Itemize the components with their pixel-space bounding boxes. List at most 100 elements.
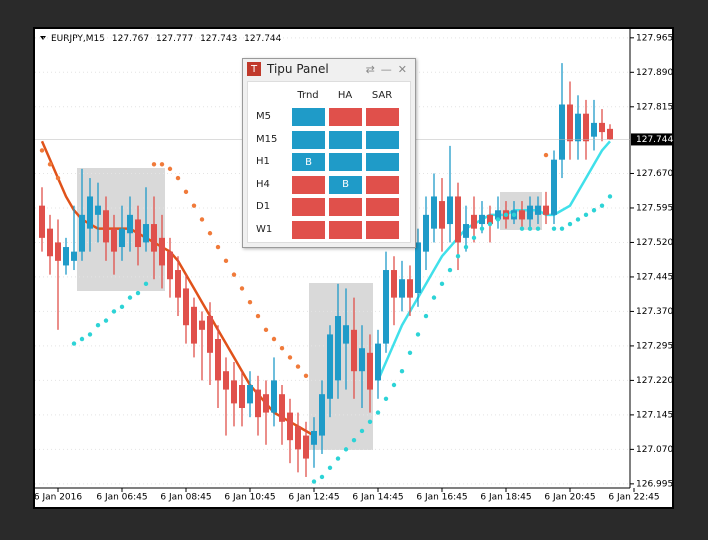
signal-cell <box>292 175 325 194</box>
candle-body <box>255 389 261 418</box>
candle-body <box>47 228 53 257</box>
row-label: W1 <box>256 224 273 235</box>
candle-body <box>479 214 485 225</box>
column-header: HA <box>337 90 353 101</box>
candle-body <box>391 270 397 298</box>
x-tick-label: 6 Jan 14:45 <box>352 493 403 503</box>
sar-dot <box>151 162 157 167</box>
signal-cell <box>366 108 399 126</box>
sar-dot <box>543 152 549 158</box>
candle-body <box>527 205 533 220</box>
sar-dot <box>383 396 389 401</box>
candle-body <box>551 159 557 215</box>
sar-dot <box>319 474 325 480</box>
sar-dot <box>415 332 421 337</box>
last-high: 127.777 <box>156 34 193 44</box>
sar-dot <box>207 231 213 236</box>
sar-dot <box>271 336 277 342</box>
y-tick-label: 127.670 <box>636 169 673 179</box>
sar-dot <box>559 226 565 231</box>
sar-dot <box>407 350 413 356</box>
candle-body <box>423 214 429 252</box>
sar-dot <box>39 148 45 153</box>
candle-body <box>599 122 605 133</box>
sar-dot <box>343 447 349 452</box>
y-tick-label: 127.815 <box>636 102 673 112</box>
candle-body <box>375 343 381 381</box>
candle-body <box>295 426 301 450</box>
sar-dot <box>591 208 597 213</box>
sar-dot <box>447 267 453 273</box>
candle-body <box>223 371 229 390</box>
signal-cell <box>329 108 362 126</box>
candle-body <box>607 128 613 140</box>
sar-dot <box>391 382 397 388</box>
candle-body <box>415 242 421 294</box>
candle-body <box>463 224 469 238</box>
candle-body <box>71 251 77 261</box>
last-close: 127.744 <box>244 34 281 44</box>
signal-cell <box>329 221 362 239</box>
indicator-line <box>376 140 611 381</box>
sar-dot <box>583 212 589 218</box>
candle-body <box>103 210 109 243</box>
candle-body <box>407 279 413 298</box>
y-tick-label: 126.995 <box>636 479 673 489</box>
candle-body <box>87 196 93 229</box>
panel-controls[interactable]: ⇄—✕ <box>365 62 413 76</box>
candle-body <box>519 210 525 220</box>
y-tick-label: 127.445 <box>636 272 673 282</box>
x-tick-label: 6 Jan 08:45 <box>160 493 211 503</box>
candle-body <box>383 270 389 344</box>
signal-cell <box>292 130 325 149</box>
sar-dot <box>247 300 253 305</box>
sar-dot <box>535 226 541 231</box>
candle-body <box>207 316 213 353</box>
signal-cell <box>366 153 399 172</box>
sar-dot <box>183 189 189 195</box>
candle-body <box>591 122 597 137</box>
column-header: SAR <box>371 90 393 101</box>
panel-icon: T <box>247 62 261 76</box>
candle-body <box>55 242 61 261</box>
candle-body <box>495 210 501 220</box>
sar-dot <box>119 304 125 310</box>
sar-dot <box>567 221 573 227</box>
sar-dot <box>127 295 133 300</box>
sar-dot <box>351 437 357 443</box>
candle-body <box>79 214 85 252</box>
tipu-panel[interactable]: T Tipu Panel ⇄—✕ Trnd HA SAR M5 M15 H1 B H4 B D1 W1 <box>242 58 416 248</box>
sar-dot <box>423 313 429 319</box>
candle-body <box>183 288 189 326</box>
sar-dot <box>223 258 229 264</box>
sar-dot <box>399 369 405 374</box>
candle-body <box>151 224 157 252</box>
candle-body <box>175 270 181 298</box>
signal-cell: B <box>329 175 362 194</box>
signal-cell: B <box>292 153 325 172</box>
sar-dot <box>551 226 557 231</box>
candle-body <box>303 435 309 459</box>
candle-body <box>311 430 317 445</box>
y-tick-label: 127.890 <box>636 68 673 78</box>
signal-cell <box>292 198 325 217</box>
candle-body <box>583 113 589 142</box>
sar-dot <box>159 162 165 167</box>
x-tick-label: 6 Jan 22:45 <box>608 493 659 503</box>
row-label: M5 <box>256 111 271 122</box>
last-low: 127.743 <box>200 34 237 44</box>
panel-title: Tipu Panel <box>267 62 329 76</box>
signal-cell <box>329 130 362 149</box>
candle-body <box>399 279 405 298</box>
sar-dot <box>47 162 53 167</box>
candle-body <box>63 247 69 266</box>
candle-body <box>367 352 373 390</box>
row-label: M15 <box>256 133 278 145</box>
sar-dot <box>471 235 477 241</box>
sar-dot <box>303 373 309 378</box>
candle-body <box>543 205 549 215</box>
candle-body <box>111 228 117 252</box>
candle-body <box>359 348 365 372</box>
candle-body <box>247 384 253 404</box>
panel-titlebar[interactable]: T Tipu Panel ⇄—✕ <box>243 59 415 79</box>
